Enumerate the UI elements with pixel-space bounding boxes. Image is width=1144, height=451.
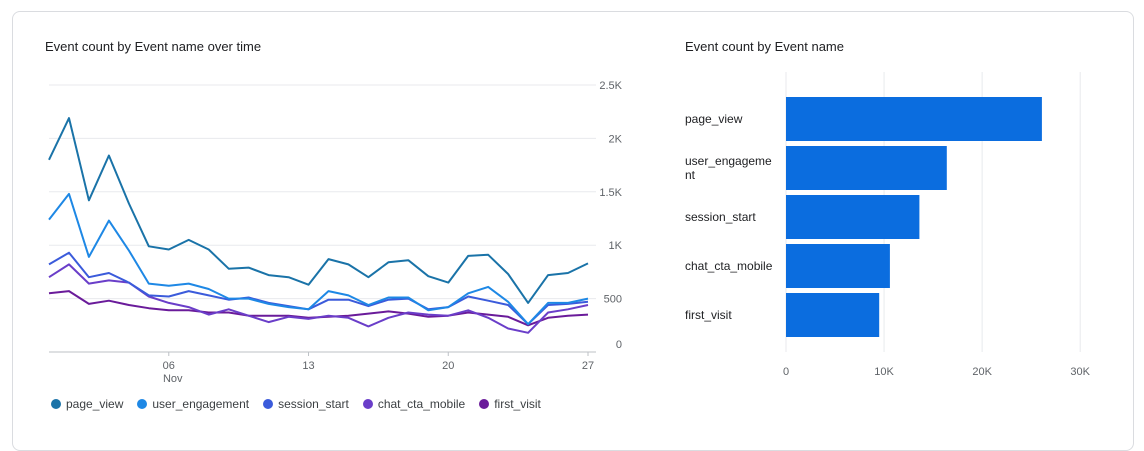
- y-tick-label: 1.5K: [599, 187, 622, 199]
- legend-item-page_view[interactable]: page_view: [51, 397, 123, 411]
- category-label: nt: [685, 168, 696, 182]
- x-tick-label: 10K: [874, 366, 894, 378]
- legend-label: session_start: [278, 397, 349, 411]
- category-label: session_start: [685, 210, 756, 224]
- legend-item-user_engagement[interactable]: user_engagement: [137, 397, 249, 411]
- x-tick-label: 06: [163, 360, 175, 372]
- legend-item-first_visit[interactable]: first_visit: [479, 397, 541, 411]
- legend-label: first_visit: [494, 397, 541, 411]
- chart-legend: page_view user_engagement session_start cha…: [51, 397, 541, 411]
- legend-label: user_engagement: [152, 397, 250, 411]
- legend-dot-icon: [479, 399, 490, 409]
- y-tick-label: 0: [616, 339, 622, 351]
- x-tick-label: 0: [783, 366, 789, 378]
- bar-chart: 0 10K 20K 30K page_view user_engagement sessio…: [685, 72, 1091, 378]
- x-tick-label: 13: [302, 360, 314, 372]
- x-tick-label: 30K: [1070, 366, 1090, 378]
- series-line-user_engagement: [48, 192, 589, 326]
- x-tick-label: 27: [582, 360, 594, 372]
- y-tick-label: 2.5K: [599, 80, 622, 92]
- x-tick-label: 20K: [972, 366, 992, 378]
- x-tick-sublabel: Nov: [163, 373, 183, 385]
- bar-chat_cta_mobile: [786, 244, 890, 288]
- bar-page_view: [786, 97, 1042, 141]
- legend-dot-icon: [263, 399, 274, 409]
- bar-session_start: [786, 195, 920, 239]
- bar-user_engagement: [786, 146, 947, 190]
- legend-item-session_start[interactable]: session_start: [263, 397, 349, 411]
- legend-dot-icon: [51, 399, 61, 409]
- x-tick-label: 20: [442, 360, 454, 372]
- y-tick-label: 1K: [609, 240, 623, 252]
- legend-label: chat_cta_mobile: [377, 397, 466, 411]
- chart-card: [12, 11, 1134, 451]
- legend-label: page_view: [66, 397, 124, 411]
- series-line-page_view: [48, 117, 589, 304]
- category-label: page_view: [685, 112, 743, 126]
- legend-item-chat_cta_mobile[interactable]: chat_cta_mobile: [362, 397, 466, 411]
- category-label: user_engageme: [685, 154, 772, 168]
- line-chart-title: Event count by Event name over time: [45, 39, 262, 54]
- bar-chart-title: Event count by Event name: [685, 39, 844, 54]
- legend-dot-icon: [362, 399, 373, 409]
- series-line-session_start: [48, 251, 589, 326]
- y-tick-label: 500: [604, 294, 622, 306]
- category-label: chat_cta_mobile: [685, 259, 773, 273]
- legend-dot-icon: [137, 399, 148, 409]
- bar-first_visit: [786, 293, 880, 337]
- category-label: first_visit: [685, 308, 732, 322]
- y-tick-label: 2K: [609, 133, 623, 145]
